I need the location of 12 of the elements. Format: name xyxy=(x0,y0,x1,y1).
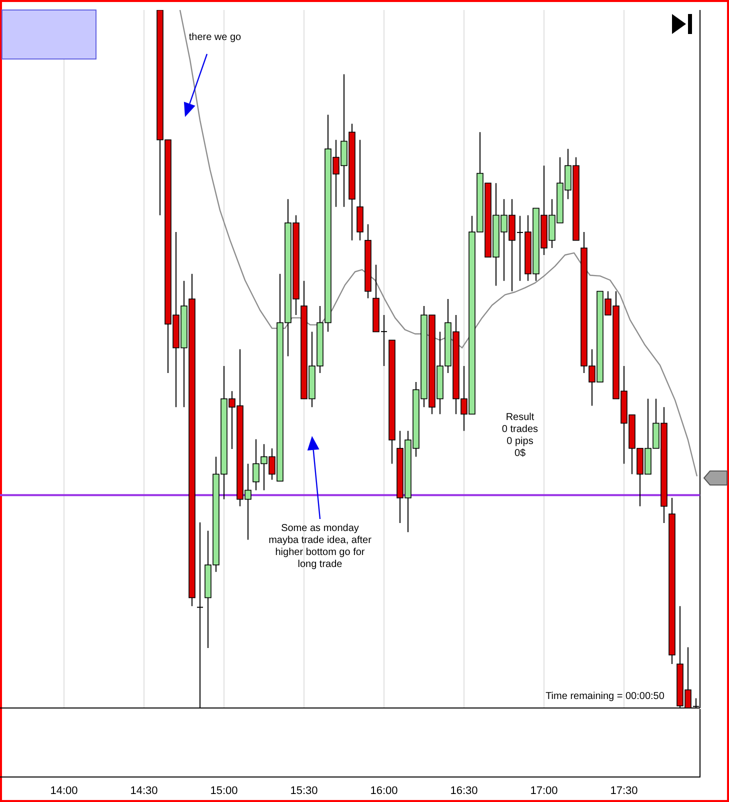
annotation: there we go xyxy=(188,32,242,43)
x-tick-label: 14:00 xyxy=(50,784,78,797)
x-tick-label: 17:00 xyxy=(530,784,558,797)
x-tick-label: 15:30 xyxy=(290,784,318,797)
annotation: Some as monday mayba trade idea, after higher bottom go for long trade xyxy=(268,523,372,570)
x-tick-label: 14:30 xyxy=(130,784,158,797)
annotation: Result 0 trades 0 pips 0$ xyxy=(502,412,538,459)
x-tick-label: 17:30 xyxy=(610,784,638,797)
x-tick-label: 15:00 xyxy=(210,784,238,797)
x-tick-label: 16:30 xyxy=(450,784,478,797)
x-tick-label: 16:00 xyxy=(370,784,398,797)
annotation: Time remaining = 00:00:50 xyxy=(546,691,665,702)
